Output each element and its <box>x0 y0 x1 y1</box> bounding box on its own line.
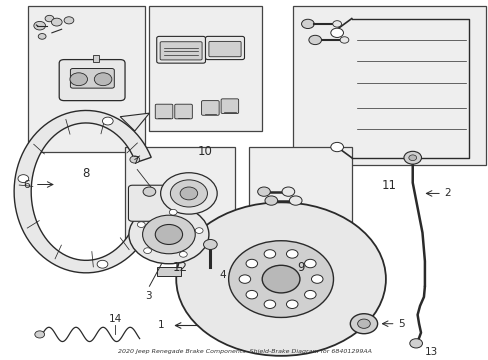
Circle shape <box>137 222 145 228</box>
Polygon shape <box>14 111 151 273</box>
Circle shape <box>70 73 87 86</box>
Bar <box>27 6 144 152</box>
Bar <box>149 6 261 131</box>
Circle shape <box>304 259 315 268</box>
FancyBboxPatch shape <box>205 36 244 60</box>
Circle shape <box>142 215 195 254</box>
Text: 2020 Jeep Renegade Brake Components  Shield-Brake Diagram for 68401299AA: 2020 Jeep Renegade Brake Components Shie… <box>117 349 371 354</box>
Circle shape <box>257 187 270 196</box>
Circle shape <box>264 250 275 258</box>
Text: 12: 12 <box>172 261 187 274</box>
Circle shape <box>239 275 250 283</box>
Text: 11: 11 <box>381 179 396 192</box>
Circle shape <box>45 15 54 22</box>
Text: 8: 8 <box>82 167 89 180</box>
Circle shape <box>286 300 297 309</box>
Text: 14: 14 <box>108 314 122 324</box>
Circle shape <box>339 37 348 43</box>
Bar <box>125 147 234 247</box>
FancyBboxPatch shape <box>208 41 241 57</box>
FancyBboxPatch shape <box>221 99 238 113</box>
Circle shape <box>102 117 113 125</box>
Circle shape <box>176 202 385 356</box>
Circle shape <box>18 175 29 183</box>
Circle shape <box>94 73 112 86</box>
Circle shape <box>203 239 217 249</box>
Circle shape <box>51 18 62 26</box>
FancyBboxPatch shape <box>59 60 125 101</box>
Circle shape <box>311 275 323 283</box>
Circle shape <box>170 180 207 207</box>
Circle shape <box>301 19 314 28</box>
Circle shape <box>35 331 44 338</box>
Circle shape <box>169 210 177 215</box>
Circle shape <box>129 205 208 264</box>
Circle shape <box>409 339 422 348</box>
FancyBboxPatch shape <box>70 68 114 88</box>
Text: 4: 4 <box>219 270 225 280</box>
Circle shape <box>330 28 343 37</box>
Circle shape <box>262 265 299 293</box>
FancyBboxPatch shape <box>160 42 202 60</box>
Circle shape <box>130 156 140 163</box>
Circle shape <box>403 151 421 164</box>
Circle shape <box>155 225 182 244</box>
Circle shape <box>408 155 416 161</box>
Circle shape <box>34 21 45 30</box>
Text: 9: 9 <box>296 261 304 274</box>
Bar <box>293 6 485 165</box>
Circle shape <box>245 291 257 299</box>
Text: 10: 10 <box>198 145 212 158</box>
Circle shape <box>264 300 275 309</box>
Circle shape <box>180 187 197 200</box>
Circle shape <box>245 259 257 268</box>
FancyBboxPatch shape <box>157 36 205 63</box>
Circle shape <box>97 260 108 268</box>
Circle shape <box>289 196 302 205</box>
Circle shape <box>282 187 294 196</box>
Bar <box>249 147 351 247</box>
Circle shape <box>332 21 341 27</box>
Circle shape <box>308 35 321 45</box>
Text: 6: 6 <box>23 180 30 189</box>
Text: 3: 3 <box>145 291 151 301</box>
Circle shape <box>64 17 74 24</box>
Bar <box>93 55 99 62</box>
Circle shape <box>160 173 217 214</box>
Text: 13: 13 <box>424 347 437 357</box>
Circle shape <box>143 248 151 253</box>
Circle shape <box>143 187 156 196</box>
Circle shape <box>264 196 277 205</box>
Circle shape <box>286 250 297 258</box>
Circle shape <box>357 319 369 328</box>
FancyBboxPatch shape <box>128 185 172 221</box>
Circle shape <box>228 241 333 318</box>
Text: 1: 1 <box>157 320 163 330</box>
Circle shape <box>179 252 187 257</box>
Text: 5: 5 <box>397 319 404 329</box>
Circle shape <box>195 228 203 233</box>
Text: 2: 2 <box>444 188 450 198</box>
FancyBboxPatch shape <box>201 101 219 115</box>
Circle shape <box>349 314 377 334</box>
Bar <box>157 267 181 275</box>
Circle shape <box>330 143 343 152</box>
Circle shape <box>304 291 315 299</box>
Polygon shape <box>120 113 149 131</box>
Circle shape <box>38 33 46 39</box>
FancyBboxPatch shape <box>155 104 172 119</box>
Text: 7: 7 <box>132 156 139 166</box>
FancyBboxPatch shape <box>174 104 192 119</box>
